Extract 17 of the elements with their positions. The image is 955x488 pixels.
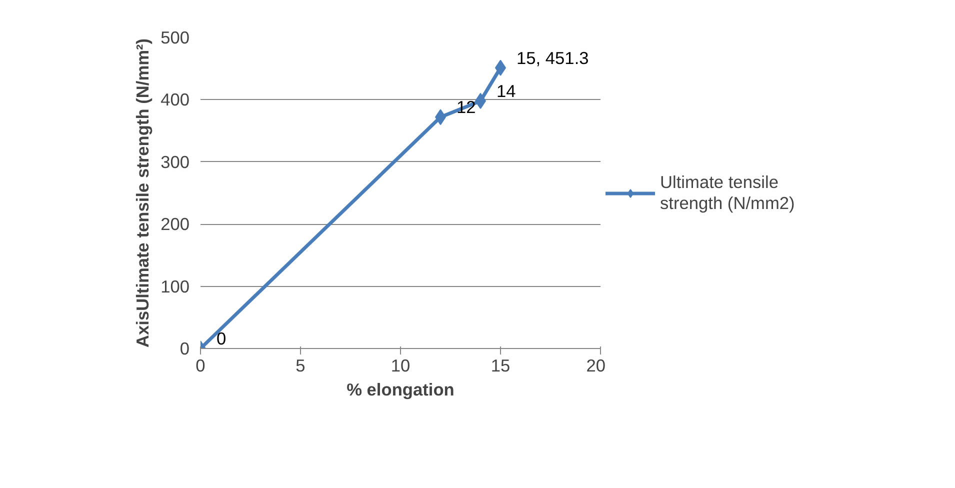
x-tick-label: 15: [490, 356, 510, 376]
x-tick-label: 5: [296, 356, 306, 376]
annotation: 15, 451.3: [516, 48, 589, 68]
annotation: 14: [496, 80, 516, 101]
y-tick-label: 500: [160, 28, 190, 48]
x-tick-label: 0: [196, 356, 206, 376]
y-axis-title: AxisUltimate tensile strength (N/mm²): [132, 38, 153, 348]
y-tick-label: 400: [160, 90, 190, 110]
y-tick-label: 300: [160, 152, 190, 172]
y-tick-label: 200: [160, 214, 190, 234]
x-tick-label: 10: [390, 356, 410, 376]
y-tick-label: 0: [180, 338, 190, 358]
y-tick-label: 100: [160, 276, 190, 296]
x-tick-label: 20: [586, 356, 606, 376]
legend-label: Ultimate tensile strength (N/mm2): [660, 172, 795, 214]
x-axis-title: % elongation: [346, 380, 454, 400]
annotation: 0: [216, 328, 226, 348]
